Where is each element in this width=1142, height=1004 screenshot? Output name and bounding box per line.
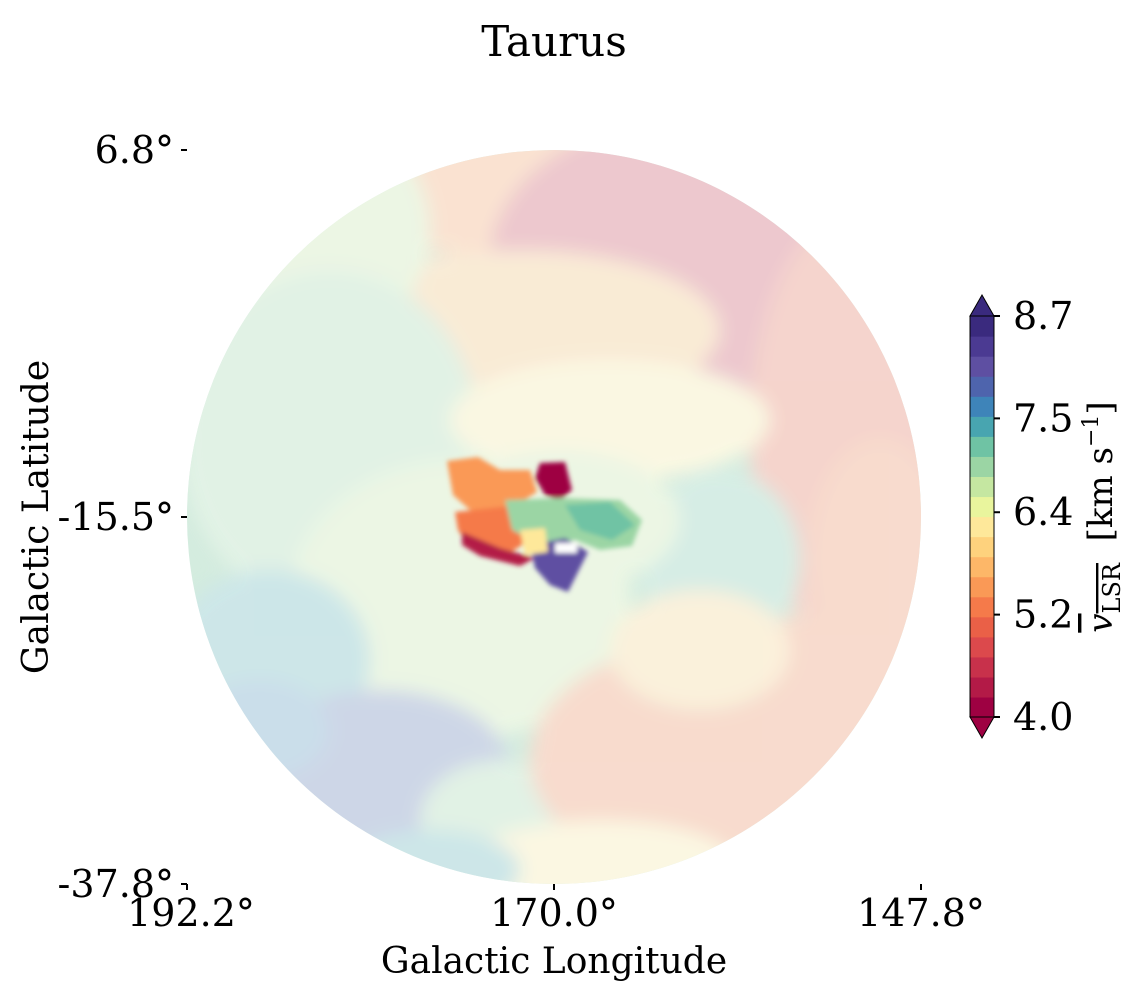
y-tick-label: -37.8° [58,862,174,906]
cloud-region [565,502,635,540]
cloud-region [447,457,537,512]
colorbar-segment [970,496,994,518]
colorbar-segment [970,556,994,578]
x-axis-label: Galactic Longitude [381,941,727,982]
colorbar-label-main: v [1081,613,1121,632]
colorbar-segment [970,336,994,357]
background-patch [810,440,921,680]
cloud-region [520,528,548,555]
colorbar-segment [970,476,994,498]
colorbar-segment [970,416,994,437]
colorbar-segment [970,316,994,337]
colorbar-segment [970,456,994,477]
colorbar-label-exp: −1 [1079,415,1104,447]
colorbar-segments [969,315,995,718]
colorbar-segment [970,576,994,598]
x-axis: 192.2° 170.0° 147.8° Galactic Longitude [127,884,985,982]
colorbar-segment [970,376,994,397]
x-tick-label: 192.2° [127,891,255,935]
colorbar-tick-label: 8.7 [1013,294,1073,338]
sky-map-disk [187,150,921,884]
colorbar-extend-top [969,293,995,317]
colorbar-segment [970,616,994,638]
colorbar-extend-bottom [969,716,995,740]
colorbar-segment [970,436,994,457]
background-patch [450,360,770,480]
central-cloud [447,457,642,592]
cloud-region [535,462,572,500]
colorbar-segment [970,516,994,538]
y-axis-label: Galactic Latitude [16,360,57,674]
colorbar-segment [970,536,994,558]
colorbar-tick-label: 7.5 [1013,396,1073,440]
colorbar-segment [970,656,994,678]
chart-title: Taurus [481,17,627,66]
y-tick-label: -15.5° [58,495,174,539]
colorbar-segment [970,696,994,718]
colorbar-tick-label: 6.4 [1013,490,1073,534]
colorbar-label-sub: LSR [1098,562,1126,613]
background-patch [190,680,330,780]
colorbar: 4.0 5.2 6.4 7.5 8.7 vLSR [km s−1] [969,293,1126,740]
colorbar-label-close: ] [1081,401,1121,414]
cloud-region [462,532,535,566]
x-tick-label: 147.8° [857,891,985,935]
colorbar-tick-label: 4.0 [1013,695,1073,739]
colorbar-segment [970,676,994,698]
colorbar-tick-label: 5.2 [1013,593,1073,637]
background-velocity-field [187,150,921,884]
background-patch [610,590,790,710]
cloud-gap [555,543,577,553]
background-patch [460,820,740,884]
y-tick-label: 6.8° [95,128,174,172]
y-axis: 6.8° -15.5° -37.8° Galactic Latitude [16,128,187,906]
colorbar-segment [970,396,994,417]
x-tick-label: 170.0° [490,891,618,935]
colorbar-segment [970,636,994,658]
colorbar-label: vLSR [km s−1] [1079,401,1126,632]
colorbar-segment [970,596,994,618]
colorbar-segment [970,356,994,377]
colorbar-label-unit: [km s [1081,447,1121,541]
